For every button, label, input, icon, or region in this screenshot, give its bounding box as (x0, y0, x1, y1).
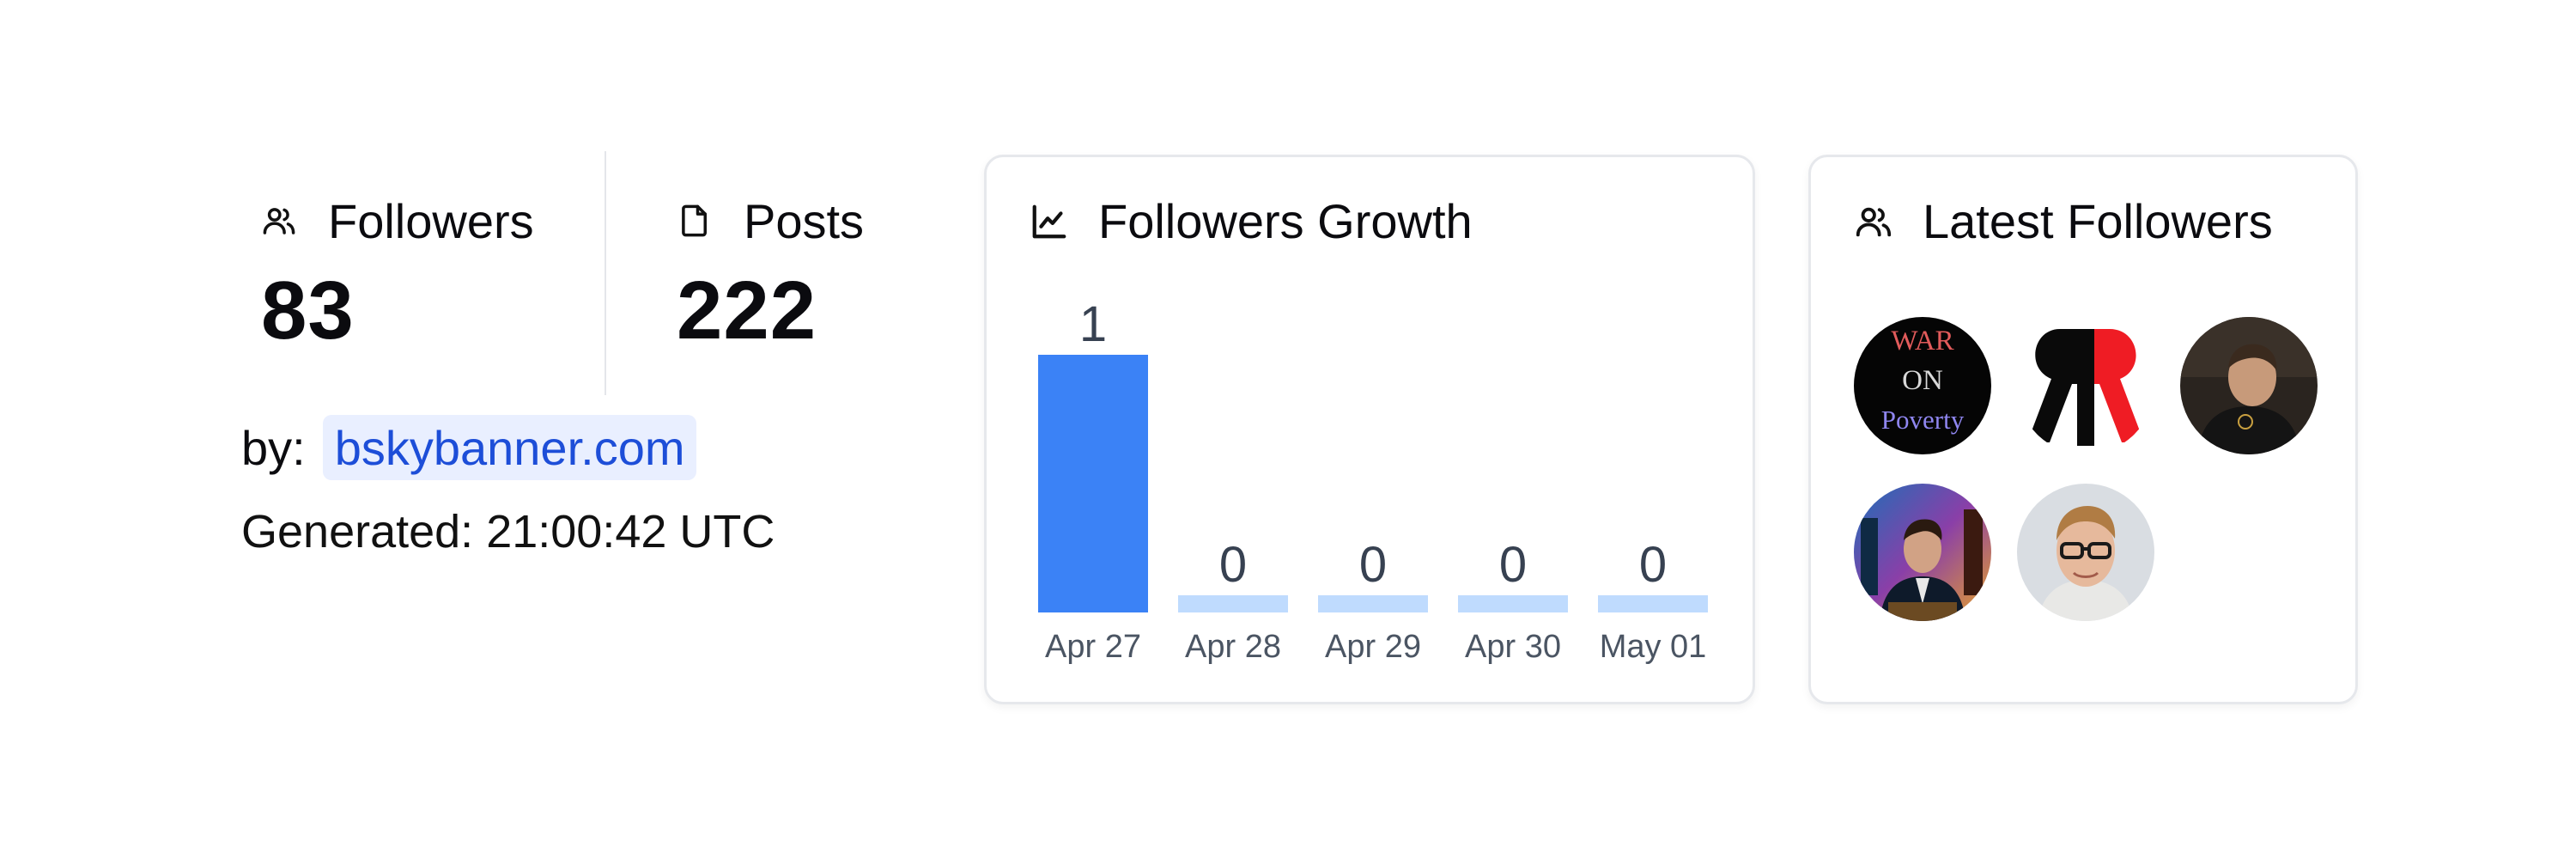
followers-label: Followers (328, 193, 534, 248)
by-label: by: (241, 420, 306, 475)
avatar-text-poverty: Poverty (1881, 405, 1965, 435)
rr-logo-avatar-icon (2017, 317, 2154, 454)
bar-apr-29 (1318, 595, 1428, 612)
bar-value-label: 1 (1079, 296, 1107, 352)
x-tick-label: May 01 (1600, 629, 1707, 665)
growth-card-title: Followers Growth (1098, 194, 1473, 248)
posts-count: 222 (677, 265, 817, 356)
man-dark-shirt-avatar-icon (2180, 317, 2318, 454)
bar-value-label: 0 (1499, 537, 1527, 593)
followers-count: 83 (261, 265, 355, 356)
bar-apr-27 (1038, 355, 1148, 612)
followers-growth-card: Followers Growth 1 Apr 27 0 Apr 28 0 Apr 29 0 A… (984, 155, 1755, 704)
bar-value-label: 0 (1359, 537, 1387, 593)
followers-header: Followers (261, 193, 534, 248)
generated-timestamp: Generated: 21:00:42 UTC (241, 506, 775, 557)
x-tick-label: Apr 28 (1185, 629, 1281, 665)
war-on-poverty-avatar-icon: WAR ON Poverty (1854, 317, 1991, 454)
posts-header: Posts (677, 193, 864, 248)
follower-avatar-2[interactable] (2017, 317, 2154, 454)
follower-avatar-4[interactable] (1854, 484, 1991, 621)
followers-growth-chart: 1 Apr 27 0 Apr 28 0 Apr 29 0 Apr 30 0 May 01 (1038, 296, 1708, 665)
bar-apr-30 (1458, 595, 1568, 612)
bar-value-label: 0 (1219, 537, 1247, 593)
posts-label: Posts (744, 193, 865, 248)
x-tick-label: Apr 27 (1045, 629, 1141, 665)
line-chart-icon (1032, 204, 1066, 238)
avatar-text-war: WAR (1891, 326, 1953, 356)
by-line: by: bskybanner.com (241, 414, 697, 481)
followers-stat: Followers 83 (261, 193, 534, 357)
follower-avatar-1[interactable]: WAR ON Poverty (1854, 317, 1991, 454)
man-suit-city-avatar-icon (1854, 484, 1991, 621)
posts-stat: Posts 222 (677, 193, 864, 357)
stats-divider (605, 151, 606, 395)
latest-card-header: Latest Followers (1854, 193, 2273, 249)
x-tick-label: Apr 30 (1465, 629, 1561, 665)
follower-avatar-5[interactable] (2017, 484, 2154, 621)
growth-card-header: Followers Growth (1030, 193, 1473, 249)
x-tick-label: Apr 29 (1325, 629, 1421, 665)
users-icon (263, 208, 295, 235)
avatar-text-on: ON (1902, 365, 1943, 396)
bar-apr-28 (1178, 595, 1288, 612)
file-icon (682, 204, 707, 237)
bar-value-label: 0 (1639, 537, 1667, 593)
follower-avatar-3[interactable] (2180, 317, 2318, 454)
users-icon (1856, 207, 1892, 236)
latest-followers-card: Latest Followers WAR ON Poverty (1808, 155, 2358, 704)
latest-card-title: Latest Followers (1923, 194, 2273, 248)
bskybanner-link[interactable]: bskybanner.com (322, 415, 697, 480)
man-glasses-avatar-icon (2017, 484, 2154, 621)
bar-may-01 (1598, 595, 1708, 612)
